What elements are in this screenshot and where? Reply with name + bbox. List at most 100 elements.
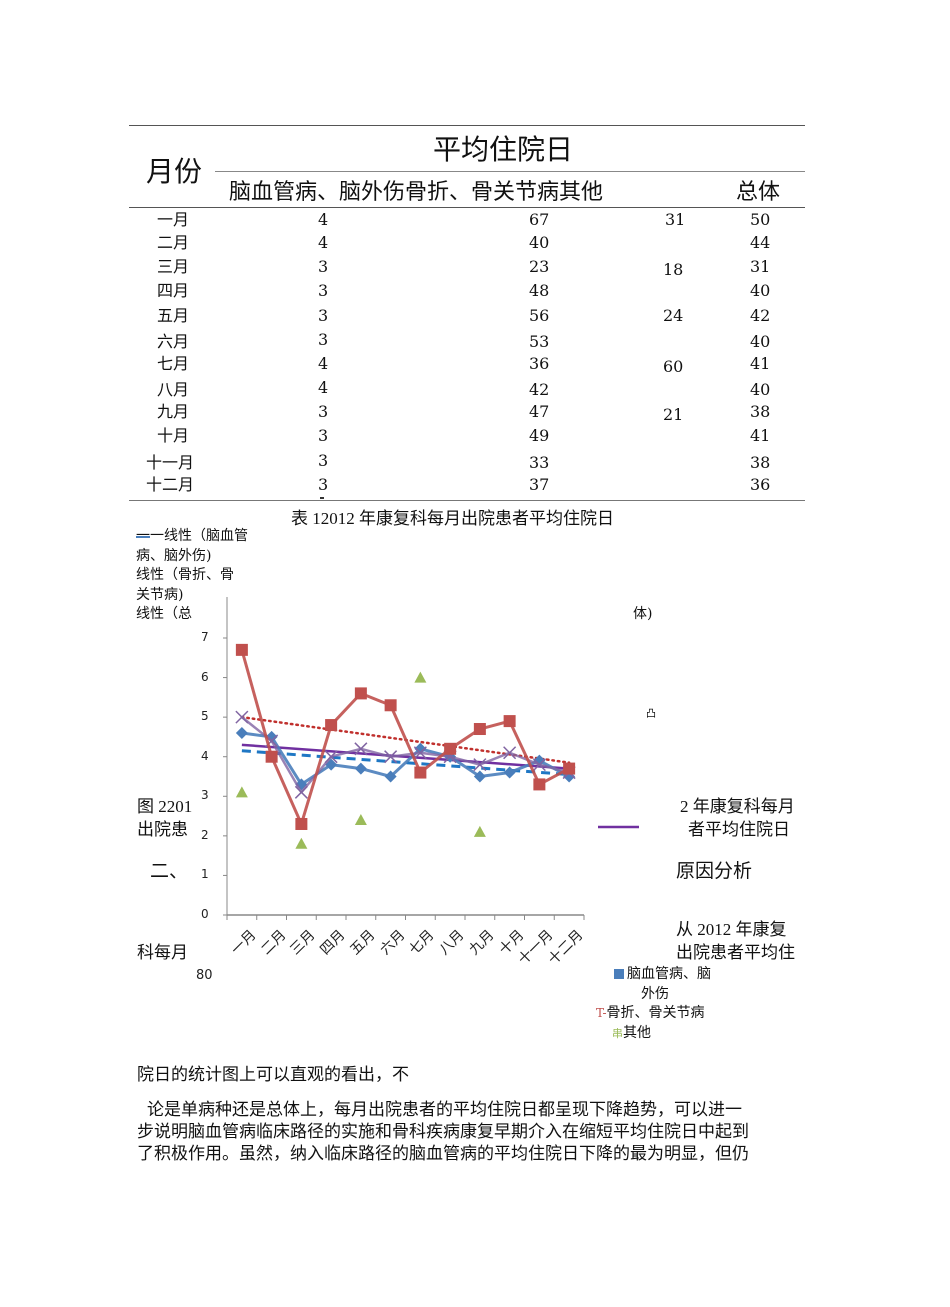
table-cell-cerebro: 3 [318, 281, 329, 300]
table-cell-cerebro: 4 [318, 233, 329, 252]
series-square [235, 643, 576, 830]
table-cell-total: 38 [750, 453, 771, 472]
series-triangle [235, 671, 486, 849]
y-tick-label: 1 [201, 867, 209, 882]
figure-caption-right-1: 2 年康复科每月 [680, 797, 795, 816]
table-cell-cerebro: 4 [318, 210, 329, 229]
table-cell-total: 41 [750, 354, 771, 373]
y-tick-label: 4 [201, 748, 209, 763]
table-cell-total: 41 [750, 426, 771, 445]
table-bottom-rule [129, 500, 805, 501]
table-cell-other: 31 [665, 210, 686, 229]
table-cell-cerebro: 3 [318, 426, 329, 445]
table-row-month: 十月 [157, 426, 190, 445]
table-cell-cerebro: 3 [318, 402, 329, 421]
table-cell-cerebro: 3 [318, 451, 329, 470]
trendline-legend-total-suffix: 体) [633, 606, 653, 622]
table-row-month: 八月 [157, 380, 190, 399]
stray-tick-80: 80 [196, 968, 213, 983]
legend-square-blue-icon [614, 969, 624, 979]
x-ticks [226, 915, 585, 920]
y-tick-label: 0 [201, 907, 209, 921]
table-header-month: 月份 [146, 157, 203, 188]
table-cell-cerebro: 3 [318, 257, 329, 276]
trendline-legend-item-total: 线性（总 [136, 606, 192, 622]
trendline-legend-item-cerebro: 一一线性（脑血管 [136, 528, 248, 544]
table-cell-cerebro: 4 [318, 354, 329, 373]
table-cell-fracture: 47 [529, 402, 550, 421]
para-fragment-right-1: 从 2012 年康复 [676, 920, 787, 939]
series-legend-item-cerebro: 脑血管病、脑 [596, 965, 711, 985]
y-tick-label: 5 [201, 709, 209, 724]
series-legend: 脑血管病、脑 外伤 T-骨折、骨关节病 串其他 [596, 965, 711, 1043]
table-cell-total: 44 [750, 233, 771, 252]
table-cell-fracture: 67 [529, 210, 550, 229]
table-cell-fracture: 42 [529, 380, 550, 399]
table-cell-fracture: 56 [529, 306, 550, 325]
y-tick-label: 3 [201, 788, 209, 803]
table-cell-fracture: 53 [529, 332, 550, 351]
table-cell-cerebro: 4 [318, 378, 329, 397]
legend-line-blue-icon [136, 536, 150, 538]
para-fragment-left: 科每月 [137, 943, 188, 962]
table-cell-other: 60 [663, 357, 684, 376]
body-line-2: 论是单病种还是总体上，每月出院患者的平均住院日都呈现下降趋势，可以进一 [147, 1100, 742, 1119]
table-row-month: 六月 [157, 332, 190, 351]
table-cell-total: 40 [750, 281, 771, 300]
table-cell-other: 18 [663, 260, 684, 279]
table-row-month: 一月 [157, 210, 190, 229]
table-row-month: 七月 [157, 354, 190, 373]
table-cell-total: 40 [750, 332, 771, 351]
figure-caption-left-2: 出院患 [137, 820, 188, 839]
table-row-month: 五月 [157, 306, 190, 325]
figure-caption-right-2: 者平均住院日 [688, 820, 790, 839]
trendline [241, 743, 570, 770]
table-row-month: 十二月 [146, 475, 195, 494]
table-row-month: 四月 [157, 281, 190, 300]
table-header-group: 平均住院日 [433, 135, 574, 166]
section-title: 原因分析 [676, 861, 753, 882]
table-cell-fracture: 23 [529, 257, 550, 276]
table-cell-total: 36 [750, 475, 771, 494]
table-cell-other: 24 [663, 306, 684, 325]
table-cell-total: 40 [750, 380, 771, 399]
stray-glyph: 凸 [646, 709, 656, 720]
table-row-month: 三月 [157, 257, 190, 276]
table-cell-total: 38 [750, 402, 771, 421]
table-top-rule [129, 125, 805, 126]
series-legend-item-other: 串其他 [612, 1024, 651, 1041]
table-cell-fracture: 49 [529, 426, 550, 445]
y-tick-label: 2 [201, 827, 209, 842]
series-legend-item-fracture: T-骨折、骨关节病 [596, 1005, 705, 1021]
table-caption: 表 12012 年康复科每月出院患者平均住院日 [291, 509, 614, 528]
body-line-1: 院日的统计图上可以直观的看出，不 [137, 1065, 409, 1084]
table-row-month: 十一月 [146, 453, 195, 472]
table-cell-other: 21 [663, 405, 684, 424]
legend-triangle-green-icon: 串 [612, 1026, 623, 1040]
y-ticks [223, 637, 227, 916]
table-cell-fracture: 48 [529, 281, 550, 300]
table-row-month: 九月 [157, 402, 190, 421]
table-cell-fracture: 33 [529, 453, 550, 472]
trendline-legend: 一一线性（脑血管 病、脑外伤) 线性（骨折、骨 关节病) 线性（总 [136, 527, 248, 625]
table-cell-fracture: 40 [529, 233, 550, 252]
table-header-mid-rule [215, 171, 805, 172]
table-header-bottom-rule [129, 207, 805, 208]
y-tick-label: 7 [201, 630, 209, 644]
table-cell-total: 50 [750, 210, 771, 229]
body-line-3: 步说明脑血管病临床路径的实施和骨科疾病康复早期介入在缩短平均住院日中起到 [137, 1122, 749, 1141]
table-cell-cerebro: 3 [318, 306, 329, 325]
figure-caption-left-1: 图 2201 [137, 797, 193, 816]
table-row-month: 二月 [157, 233, 190, 252]
line-chart [223, 597, 639, 920]
table-header-total: 总体 [736, 179, 781, 204]
body-line-4: 了积极作用。虽然，纳入临床路径的脑血管病的平均住院日下降的最为明显，但仍 [137, 1144, 749, 1163]
table-subheader: 脑血管病、脑外伤骨折、骨关节病其他 [229, 179, 604, 204]
table-cell-fracture: 37 [529, 475, 550, 494]
table-cell-cerebro: 3 [318, 475, 329, 494]
table-cell-fracture: 36 [529, 354, 550, 373]
data-series [235, 643, 576, 849]
table-cell-cerebro: 3 [318, 330, 329, 349]
stray-dash [320, 497, 324, 499]
table-cell-total: 31 [750, 257, 771, 276]
